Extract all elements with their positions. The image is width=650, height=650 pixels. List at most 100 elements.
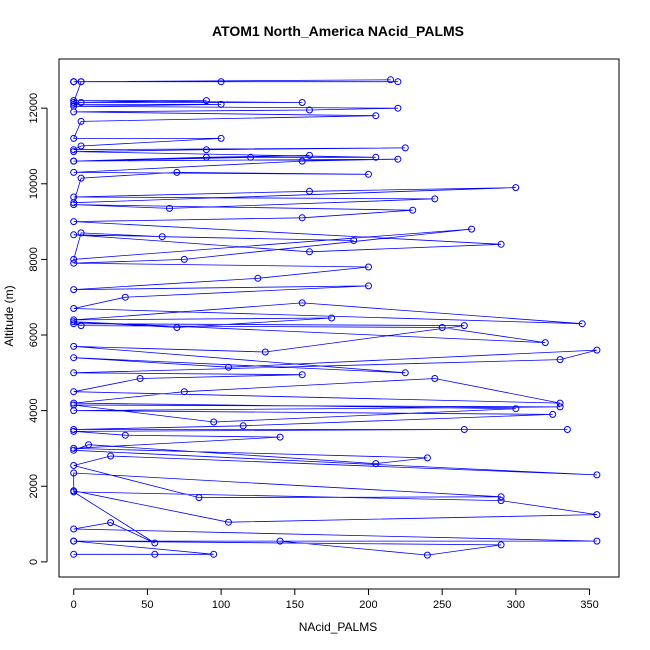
data-point <box>151 539 159 547</box>
data-point <box>70 487 78 495</box>
data-point <box>70 318 78 326</box>
data-point <box>217 134 225 142</box>
data-point <box>70 316 78 324</box>
data-point <box>387 76 395 84</box>
data-point <box>556 356 564 364</box>
data-point <box>276 537 284 545</box>
data-point <box>328 314 336 322</box>
data-point <box>593 537 601 545</box>
data-point <box>70 469 78 477</box>
y-axis-label: Altitude (m) <box>2 285 16 346</box>
data-point <box>431 375 439 382</box>
data-point <box>202 146 210 154</box>
data-point <box>225 518 232 526</box>
data-point <box>77 142 85 150</box>
data-point <box>107 519 115 527</box>
data-point <box>497 493 505 501</box>
data-point <box>70 462 78 469</box>
data-point <box>217 78 225 86</box>
data-point <box>394 104 402 112</box>
x-tick-label: 150 <box>286 599 304 611</box>
data-point <box>70 369 78 377</box>
y-tick-label: 8000 <box>28 247 40 271</box>
data-point <box>298 99 306 106</box>
x-tick-label: 350 <box>580 599 598 611</box>
data-point <box>431 195 439 203</box>
data-point <box>70 426 78 433</box>
data-point <box>70 354 78 362</box>
data-point <box>497 240 505 248</box>
x-tick-label: 0 <box>71 599 77 611</box>
data-point <box>365 282 372 290</box>
data-point <box>158 233 166 241</box>
y-tick-label: 4000 <box>28 398 40 422</box>
data-point <box>70 399 78 407</box>
x-tick-label: 250 <box>433 599 451 611</box>
data-point <box>563 426 571 433</box>
data-point <box>549 410 557 418</box>
x-axis-label: NAcid_PALMS <box>299 620 377 634</box>
data-point <box>497 541 505 549</box>
data-point <box>70 388 78 396</box>
data-point <box>70 97 78 105</box>
data-point <box>556 399 564 407</box>
data-point <box>77 174 85 182</box>
x-tick-label: 100 <box>212 599 230 611</box>
data-point <box>512 184 520 192</box>
data-point <box>239 422 247 430</box>
data-point <box>306 248 313 256</box>
data-point <box>70 286 78 294</box>
data-point <box>70 550 78 558</box>
data-point <box>70 218 78 226</box>
data-point <box>401 144 409 152</box>
data-point <box>497 497 505 505</box>
data-point <box>121 293 129 301</box>
data-point <box>460 322 468 330</box>
y-tick-label: 10000 <box>28 168 40 199</box>
data-point <box>372 153 380 161</box>
data-point <box>77 117 85 125</box>
data-point <box>298 214 306 222</box>
plot-frame <box>58 58 620 578</box>
data-point <box>372 112 380 120</box>
data-point <box>70 157 78 165</box>
data-point <box>70 148 78 156</box>
chart-title: ATOM1 North_America NAcid_PALMS <box>212 23 464 39</box>
data-point <box>77 229 85 237</box>
data-point <box>166 204 173 212</box>
data-point <box>350 237 358 244</box>
y-tick-label: 6000 <box>28 323 40 347</box>
data-point <box>151 550 159 558</box>
data-point <box>121 431 129 439</box>
data-point <box>70 444 78 452</box>
y-tick-label: 2000 <box>28 474 40 498</box>
data-point <box>541 339 549 347</box>
data-point <box>556 403 564 411</box>
data-point <box>225 363 232 371</box>
x-tick-label: 200 <box>359 599 377 611</box>
data-point <box>70 201 78 209</box>
data-point <box>70 134 78 142</box>
data-point <box>70 168 78 176</box>
data-point <box>261 348 269 356</box>
data-point <box>394 78 402 86</box>
data-point <box>136 375 144 382</box>
data-point <box>298 157 306 165</box>
data-point <box>107 452 115 460</box>
data-point <box>593 471 601 479</box>
data-point <box>70 305 78 312</box>
data-point <box>578 320 586 328</box>
data-point <box>247 153 255 161</box>
data-point <box>401 369 409 377</box>
data-point <box>460 426 468 433</box>
y-axis: 0 2000 4000 6000 8000 10000 12000 <box>28 93 48 565</box>
data-point <box>70 320 78 328</box>
data-point <box>423 551 431 559</box>
plot-area <box>58 58 620 578</box>
data-point <box>365 263 372 271</box>
data-point <box>210 550 218 558</box>
data-point <box>70 255 78 263</box>
series-line <box>72 79 598 556</box>
data-point <box>70 100 78 108</box>
